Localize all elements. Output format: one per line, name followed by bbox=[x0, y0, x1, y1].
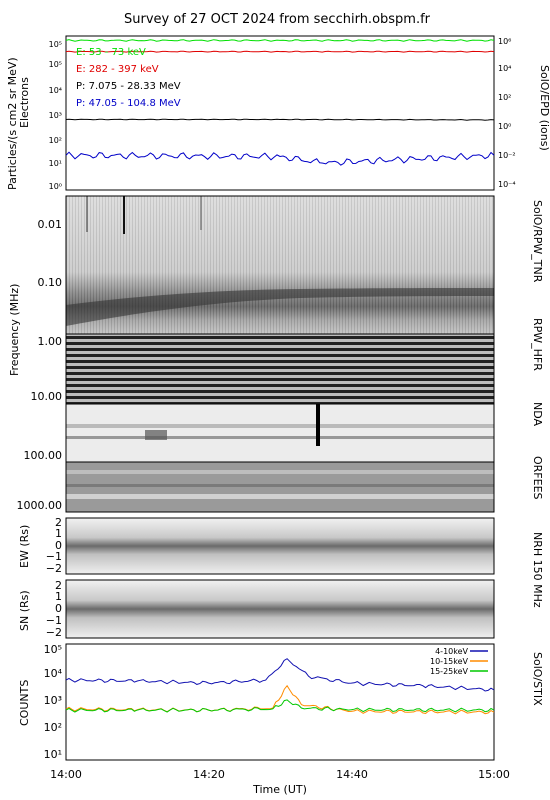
nrh-sn-tick-2: 0 bbox=[55, 602, 62, 615]
epd-legend-p7: P: 7.075 - 28.33 MeV bbox=[76, 81, 181, 92]
nrh-ew-label: EW (Rs) bbox=[18, 525, 31, 568]
stix-tick-0: 10⁵ bbox=[44, 643, 62, 656]
nrh-ew-image bbox=[65, 517, 495, 575]
spectro-tick-4: 100.00 bbox=[24, 449, 63, 462]
epd-series-p7 bbox=[65, 118, 495, 121]
stix-ylabel: COUNTS bbox=[18, 680, 31, 726]
epd-left-tick-4: 10⁴ bbox=[49, 86, 62, 95]
stix-series-4-10 bbox=[65, 658, 495, 692]
stix-tick-4: 10¹ bbox=[44, 748, 62, 761]
epd-series-e53 bbox=[65, 39, 495, 42]
epd-right-tick-5: 10⁶ bbox=[498, 37, 511, 46]
epd-right-tick-3: 10² bbox=[498, 93, 511, 102]
stix-tick-2: 10³ bbox=[44, 694, 62, 707]
epd-ylabel-left: Particles/(s cm2 sr MeV) bbox=[6, 57, 19, 190]
nrh-sn-tick-4: −2 bbox=[46, 626, 62, 639]
epd-series-p47 bbox=[65, 151, 495, 166]
spectro-tick-0: 0.01 bbox=[38, 218, 63, 231]
epd-panel: Particles/(s cm2 sr MeV) Electrons SolO/… bbox=[6, 35, 550, 191]
nrh-ew-tick-1: 1 bbox=[55, 527, 62, 540]
nrh-ew-tick-2: 0 bbox=[55, 539, 62, 552]
nrh-sn-tick-3: −1 bbox=[46, 614, 62, 627]
x-axis-label: Time (UT) bbox=[252, 783, 307, 796]
nrh-sn-tick-0: 2 bbox=[55, 579, 62, 592]
epd-left-tick-5: 10⁵ bbox=[49, 60, 62, 69]
x-tick-2: 14:40 bbox=[336, 768, 368, 781]
stix-series-15-25 bbox=[65, 699, 495, 713]
epd-left-tick-6: 10⁵ bbox=[49, 40, 62, 49]
chart-title: Survey of 27 OCT 2024 from secchirh.obsp… bbox=[124, 12, 431, 27]
nrh-sn-tick-1: 1 bbox=[55, 590, 62, 603]
spectro-tick-1: 0.10 bbox=[38, 276, 63, 289]
epd-legend-e53: E: 53 - 73 keV bbox=[76, 47, 146, 58]
spectro-tick-3: 10.00 bbox=[31, 390, 63, 403]
nrh-ew-tick-0: 2 bbox=[55, 516, 62, 529]
stix-panel: COUNTS SolO/STIX 10⁵ 10⁴ 10³ 10² 10¹ 4-1… bbox=[18, 643, 544, 761]
epd-left-tick-1: 10¹ bbox=[49, 159, 62, 168]
x-tick-3: 15:00 bbox=[478, 768, 510, 781]
epd-left-tick-0: 10⁰ bbox=[49, 182, 62, 191]
stix-label: SolO/STIX bbox=[531, 652, 544, 706]
stix-legend-4-10: 4-10keV bbox=[435, 647, 468, 656]
x-axis: 14:00 14:20 14:40 15:00 Time (UT) bbox=[50, 768, 510, 796]
spectro-tick-5: 1000.00 bbox=[17, 499, 63, 512]
epd-left-tick-2: 10² bbox=[49, 136, 62, 145]
nrh-freq-label: NRH 150 MHz bbox=[531, 532, 544, 608]
rpw-tnr-label: SolO/RPW_TNR bbox=[531, 200, 544, 283]
spectrogram-panel: Frequency (MHz) 0.01 0.10 1.00 10.00 100… bbox=[8, 195, 544, 513]
stix-tick-3: 10² bbox=[44, 721, 62, 734]
x-tick-1: 14:20 bbox=[193, 768, 225, 781]
epd-legend-p47: P: 47.05 - 104.8 MeV bbox=[76, 98, 181, 109]
rpw-hfr-spectrum bbox=[66, 334, 494, 404]
epd-ylabel-right: SolO/EPD (ions) bbox=[538, 65, 550, 151]
epd-right-tick-2: 10⁰ bbox=[498, 122, 511, 131]
nda-label: NDA bbox=[531, 402, 544, 427]
epd-ylabel-electrons: Electrons bbox=[18, 77, 31, 128]
x-tick-0: 14:00 bbox=[50, 768, 82, 781]
stix-tick-1: 10⁴ bbox=[44, 667, 63, 680]
epd-legend-e282: E: 282 - 397 keV bbox=[76, 64, 159, 75]
epd-left-tick-3: 10³ bbox=[49, 111, 62, 120]
nrh-ew-tick-4: −2 bbox=[46, 562, 62, 575]
stix-legend-10-15: 10-15keV bbox=[430, 657, 469, 666]
epd-series-e282 bbox=[65, 50, 495, 53]
nrh-sn-image bbox=[65, 579, 495, 639]
epd-right-tick-4: 10⁴ bbox=[498, 64, 511, 73]
orfees-label: ORFEES bbox=[531, 456, 544, 500]
stix-legend-15-25: 15-25keV bbox=[430, 667, 469, 676]
nrh-panel: EW (Rs) SN (Rs) NRH 150 MHz 2 1 0 −1 −2 … bbox=[18, 516, 544, 639]
spectro-tick-2: 1.00 bbox=[38, 335, 63, 348]
rpw-hfr-label: RPW_HFR bbox=[531, 318, 544, 371]
spectro-ylabel: Frequency (MHz) bbox=[8, 284, 21, 376]
nrh-ew-tick-3: −1 bbox=[46, 550, 62, 563]
nrh-sn-label: SN (Rs) bbox=[18, 590, 31, 631]
epd-right-tick-0: 10⁻⁴ bbox=[498, 180, 516, 189]
epd-right-tick-1: 10⁻² bbox=[498, 151, 516, 160]
nda-spectrum bbox=[66, 404, 494, 462]
